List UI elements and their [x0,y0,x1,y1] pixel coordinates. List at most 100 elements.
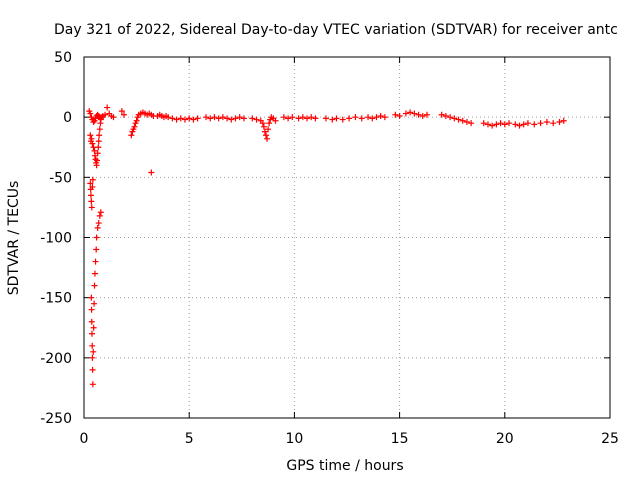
data-point [280,114,287,121]
y-tick-label: 0 [63,110,72,126]
data-point [94,224,101,231]
data-point [396,112,403,119]
data-point [295,115,302,122]
data-point [88,204,95,211]
data-point [95,138,102,145]
data-point [329,116,336,123]
data-point [91,282,98,289]
data-point [442,112,449,119]
data-point [88,318,95,325]
data-point [484,121,491,128]
data-point [560,117,567,124]
data-point [87,132,94,139]
data-point [506,120,513,127]
data-point [215,115,222,122]
data-point [169,115,176,122]
chart-title: Day 321 of 2022, Sidereal Day-to-day VTE… [54,22,618,38]
data-point [96,212,103,219]
data-point [110,114,117,121]
data-point [333,115,340,122]
data-point [365,114,372,121]
data-point [194,115,201,122]
data-point [90,348,97,355]
data-point [89,176,96,183]
data-point [377,112,384,119]
data-point [264,135,271,142]
data-point [455,116,462,123]
data-point [304,115,311,122]
data-point [520,121,527,128]
y-tick-label: -200 [40,351,72,367]
data-point [87,110,94,117]
data-point [463,118,470,125]
data-point [89,342,96,349]
data-point [93,234,100,241]
data-point [543,118,550,125]
y-tick-label: -50 [49,170,72,186]
data-point [550,120,557,127]
data-point [312,115,319,122]
data-point [88,306,95,313]
y-tick-label: 50 [54,50,72,66]
data-point [97,209,104,216]
y-axis-label: SDTVAR / TECUs [6,181,22,296]
data-point [88,330,95,337]
data-point [537,120,544,127]
data-point [415,111,422,118]
data-point [259,120,266,127]
data-point [423,111,430,118]
tick-layer: -250 -200 -150 -100 -50 0 50 0 5 10 15 20 25 [40,50,619,447]
data-point [90,324,97,331]
data-point [240,115,247,122]
data-point [228,116,235,123]
data-point [95,220,102,227]
data-point [266,120,273,127]
data-point [289,114,296,121]
x-tick-label: 15 [391,431,409,447]
data-point [94,157,101,164]
y-tick-label: -100 [40,231,72,247]
data-point [402,110,409,117]
data-point [512,121,519,128]
data-point [177,115,184,122]
data-point [373,114,380,121]
data-point [92,156,99,163]
data-point [94,150,101,157]
data-point [92,258,99,265]
data-point [459,117,466,124]
data-point [186,115,193,122]
x-tick-label: 10 [285,431,303,447]
data-point [339,116,346,123]
data-point [447,114,454,121]
data-point [89,183,96,190]
data-point [468,120,475,127]
data-point [285,115,292,122]
data-point [207,115,214,122]
data-point [89,381,96,388]
data-point [407,109,414,116]
data-point [322,115,329,122]
data-point [88,198,95,205]
data-point [91,270,98,277]
data-point [358,115,365,122]
data-point [262,132,269,139]
y-tick-label: -250 [40,411,72,427]
y-tick-label: -150 [40,291,72,307]
data-point [524,120,531,127]
data-point [272,117,279,124]
data-point [411,110,418,117]
data-point [419,112,426,119]
data-point [438,111,445,118]
data-point [87,192,94,199]
data-point [104,104,111,111]
data-point [97,116,104,123]
data-point [308,114,315,121]
data-point [265,126,272,133]
data-point [299,114,306,121]
data-point [249,115,256,122]
data-point [131,123,138,130]
data-point [531,121,538,128]
data-point [165,114,172,121]
data-point [93,246,100,253]
